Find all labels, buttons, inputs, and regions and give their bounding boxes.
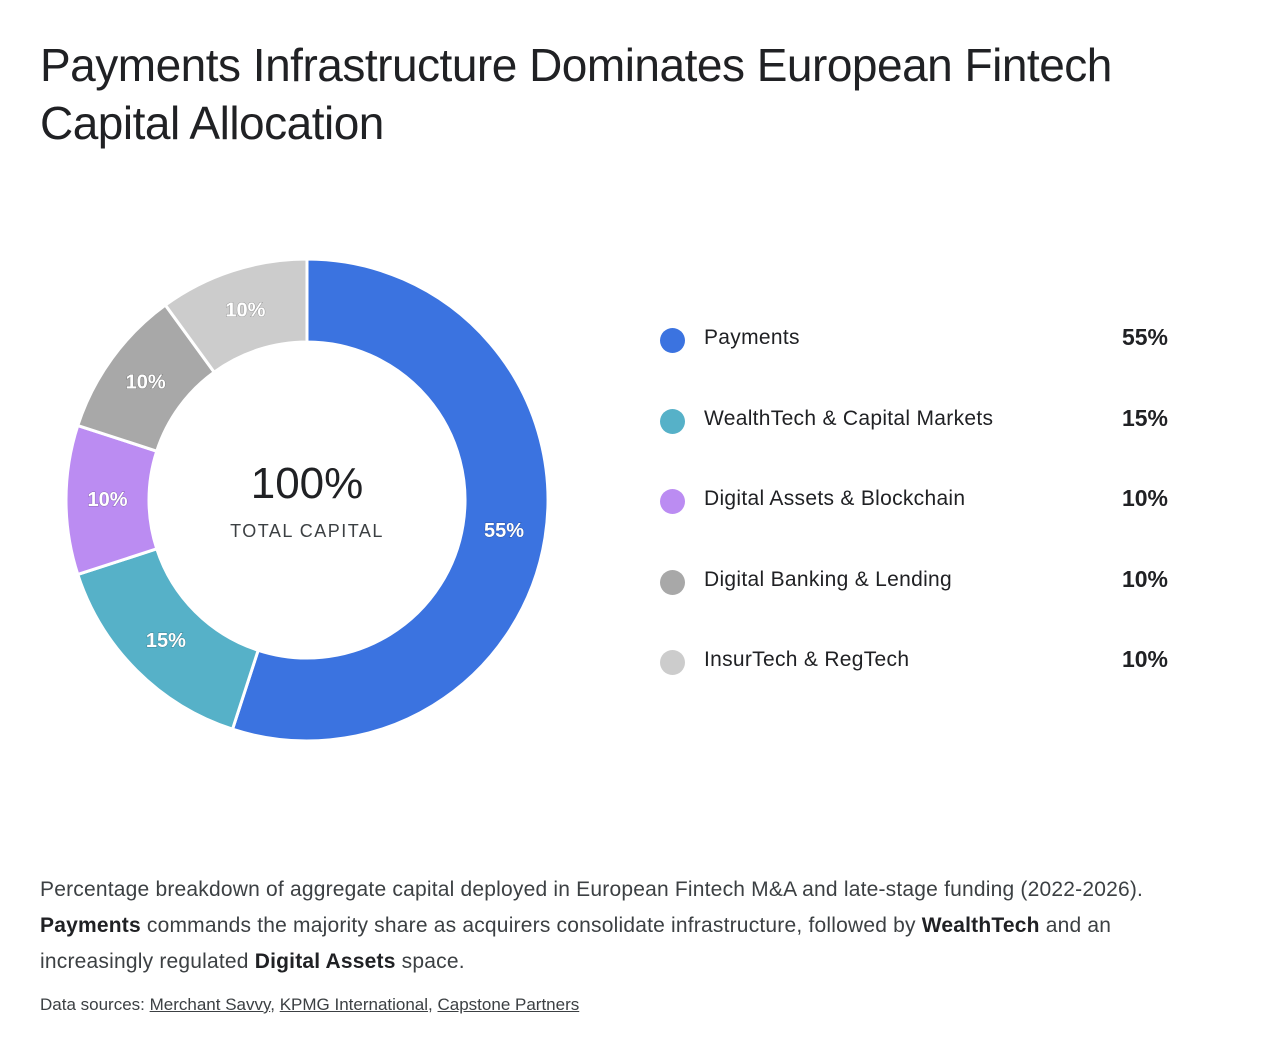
legend-label: Digital Assets & Blockchain (704, 487, 966, 510)
legend-item: Digital Banking & Lending 10% (660, 560, 1170, 641)
legend-label: Payments (704, 326, 800, 349)
caption-text: commands the majority share as acquirers… (140, 914, 922, 937)
source-link-merchant-savvy[interactable]: Merchant Savvy (149, 995, 271, 1014)
slice-label-1: 15% (146, 630, 186, 652)
caption-bold-wealthtech: WealthTech (921, 914, 1040, 937)
donut-slice-4 (163, 257, 309, 375)
data-sources: Data sources: Merchant Savvy, KPMG Inter… (40, 995, 579, 1015)
slice-label-0: 55% (484, 520, 524, 542)
caption-bold-payments: Payments (40, 914, 141, 937)
donut-svg: 55% 15% 10% 10% 10% (64, 257, 550, 743)
legend-swatch (660, 569, 685, 595)
legend-item: WealthTech & Capital Markets 15% (660, 399, 1170, 480)
sources-separator: , (270, 995, 280, 1014)
legend-item: InsurTech & RegTech 10% (660, 640, 1170, 721)
legend-item: Payments 55% (660, 318, 1170, 399)
legend-value: 10% (1121, 485, 1168, 511)
slice-label-3: 10% (126, 372, 166, 394)
legend-label: InsurTech & RegTech (704, 648, 910, 671)
legend-swatch (660, 489, 685, 514)
legend-value: 10% (1121, 565, 1168, 592)
legend-value: 55% (1121, 324, 1168, 350)
caption-bold-digital-assets: Digital Assets (254, 950, 396, 973)
source-link-kpmg[interactable]: KPMG International (279, 995, 429, 1014)
donut-slice-0 (230, 257, 550, 743)
caption-text: and an increasingly regulated (40, 914, 1112, 973)
legend-value: 10% (1121, 646, 1168, 672)
chart-title: Payments Infrastructure Dominates Europe… (40, 39, 1112, 149)
legend-swatch (660, 650, 685, 675)
chart-legend: Payments 55% WealthTech & Capital Markets 1… (660, 318, 1170, 721)
legend-value: 15% (1121, 404, 1168, 431)
donut-chart: 55% 15% 10% 10% 10% 100% TOTAL CAPITAL (60, 255, 560, 745)
sources-separator: , (428, 995, 438, 1014)
legend-label: Digital Banking & Lending (704, 567, 952, 591)
chart-caption: Percentage breakdown of aggregate capita… (40, 872, 1170, 980)
caption-text: space. (395, 950, 465, 973)
center-total-value: 100% (250, 459, 364, 508)
legend-swatch (660, 328, 685, 353)
slice-label-2: 10% (87, 489, 127, 511)
center-total-label: TOTAL CAPITAL (230, 521, 384, 541)
caption-text: Percentage breakdown of aggregate capita… (40, 878, 1144, 901)
legend-label: WealthTech & Capital Markets (704, 406, 994, 430)
legend-item: Digital Assets & Blockchain 10% (660, 479, 1170, 560)
sources-prefix: Data sources: (40, 995, 150, 1014)
legend-swatch (660, 408, 685, 434)
slice-label-4: 10% (225, 299, 265, 321)
source-link-capstone[interactable]: Capstone Partners (437, 995, 580, 1014)
